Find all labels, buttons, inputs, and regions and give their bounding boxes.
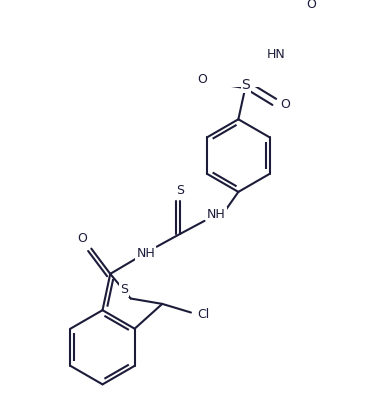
Text: O: O: [197, 73, 207, 86]
Text: S: S: [120, 283, 128, 296]
Text: NH: NH: [136, 246, 155, 260]
Text: HN: HN: [267, 49, 286, 61]
Text: O: O: [77, 232, 88, 245]
Text: O: O: [306, 0, 316, 11]
Text: S: S: [176, 184, 184, 197]
Text: S: S: [242, 77, 250, 91]
Text: NH: NH: [207, 208, 226, 221]
Text: Cl: Cl: [197, 308, 209, 321]
Text: O: O: [280, 98, 291, 111]
